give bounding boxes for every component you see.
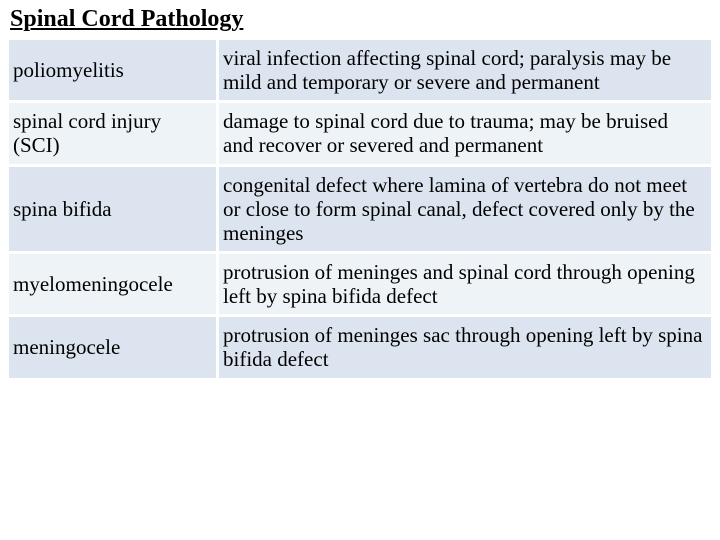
table-row: meningocele protrusion of meninges sac t…	[9, 317, 711, 377]
definition-cell: damage to spinal cord due to trauma; may…	[219, 103, 711, 163]
term-cell: meningocele	[9, 317, 216, 377]
definition-cell: congenital defect where lamina of verteb…	[219, 167, 711, 251]
table-row: myelomeningocele protrusion of meninges …	[9, 254, 711, 314]
term-cell: spinal cord injury (SCI)	[9, 103, 216, 163]
definition-cell: protrusion of meninges sac through openi…	[219, 317, 711, 377]
table-row: spina bifida congenital defect where lam…	[9, 167, 711, 251]
table-row: spinal cord injury (SCI) damage to spina…	[9, 103, 711, 163]
table-row: poliomyelitis viral infection affecting …	[9, 40, 711, 100]
page-title: Spinal Cord Pathology	[6, 4, 714, 35]
term-cell: poliomyelitis	[9, 40, 216, 100]
term-cell: spina bifida	[9, 167, 216, 251]
definition-cell: protrusion of meninges and spinal cord t…	[219, 254, 711, 314]
pathology-table: poliomyelitis viral infection affecting …	[6, 37, 714, 381]
definition-cell: viral infection affecting spinal cord; p…	[219, 40, 711, 100]
term-cell: myelomeningocele	[9, 254, 216, 314]
